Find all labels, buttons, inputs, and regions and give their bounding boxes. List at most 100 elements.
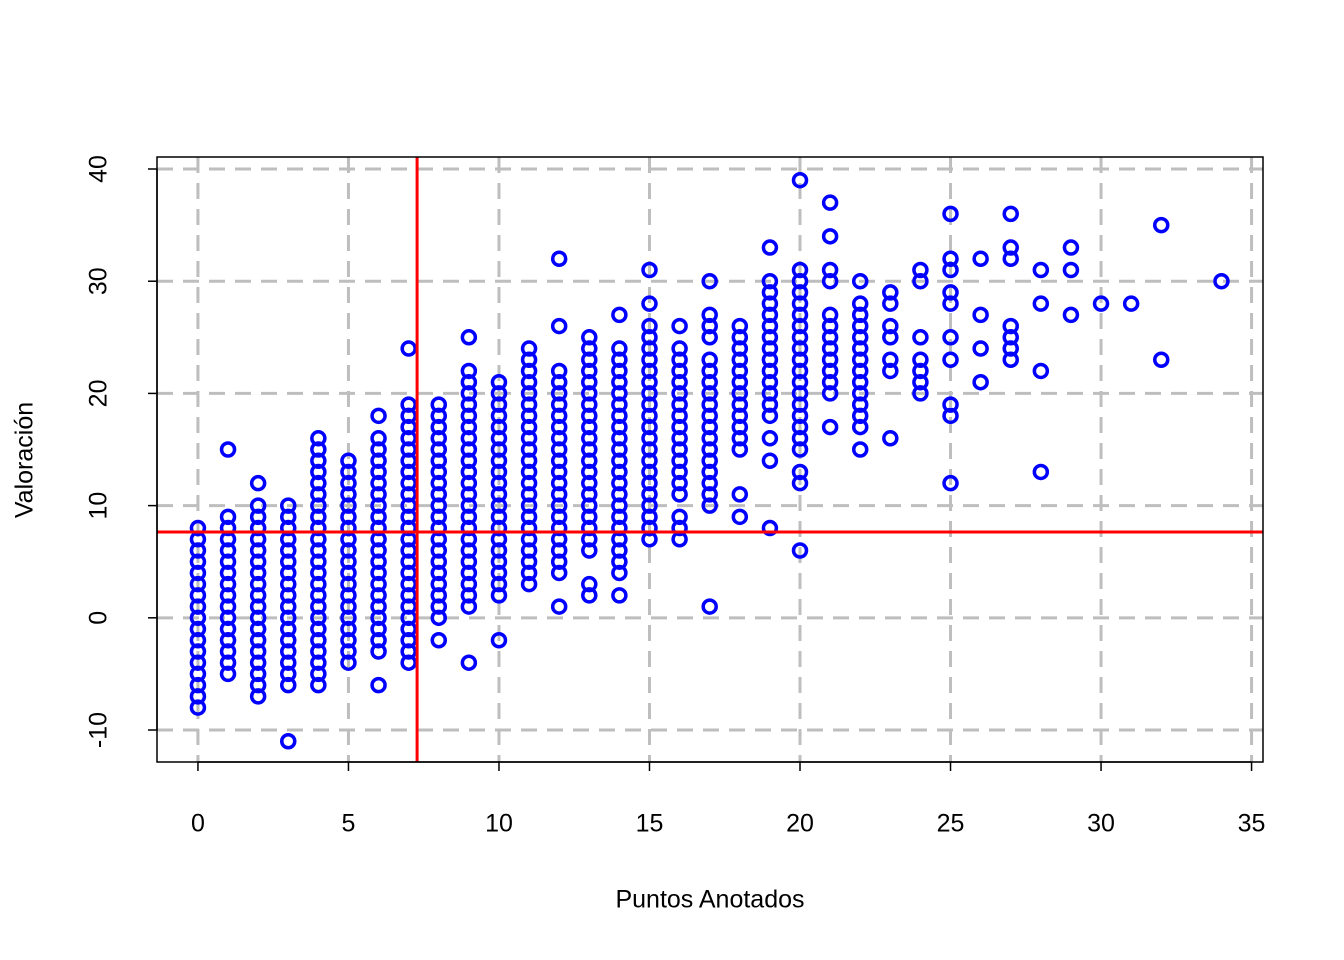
point [400,654,417,671]
point [821,418,839,436]
point [249,620,267,638]
point [701,486,718,503]
point [641,261,658,279]
point [701,497,718,514]
point [310,654,327,671]
point [550,441,568,458]
point [851,340,869,357]
point [340,575,357,593]
point [851,295,869,312]
point [611,553,628,570]
point [340,508,357,526]
point [641,463,658,481]
point [761,452,779,469]
point [310,676,327,694]
point [280,676,297,694]
point [791,306,809,324]
point [791,295,809,312]
point [520,340,538,357]
point [520,486,538,503]
point [611,407,628,425]
point [731,329,749,346]
point [249,676,267,694]
point [249,508,267,526]
point [851,351,869,369]
point [370,632,387,649]
point [219,620,237,638]
point [430,430,448,447]
point [249,553,267,570]
point [340,609,357,627]
point [791,340,809,357]
point [490,486,508,503]
point [581,519,598,537]
point [942,250,959,268]
point [701,407,718,425]
x-axis-label: Puntos Anotados [615,886,804,914]
point [370,463,387,481]
point [761,295,779,312]
point [400,508,417,526]
point [430,542,448,559]
point [400,418,417,436]
point [460,362,478,380]
point [370,676,387,694]
point [791,329,809,346]
point [280,564,297,582]
point [370,407,387,425]
point [430,497,448,514]
point [611,340,628,357]
point [671,430,688,447]
point [882,362,899,380]
y-tick-label: 40 [85,155,113,183]
point [641,508,658,526]
point [791,474,809,492]
point [520,508,538,526]
point [550,497,568,514]
point [340,564,357,582]
point [731,407,749,425]
point [370,542,387,559]
point [249,542,267,559]
point [611,497,628,514]
point [1002,351,1019,369]
point [370,587,387,604]
point [1062,306,1080,324]
point [821,261,839,279]
point [701,351,718,369]
point [400,497,417,514]
point [310,575,327,593]
point [550,385,568,402]
point [882,295,899,312]
point [731,362,749,380]
point [821,373,839,391]
point [581,430,598,447]
point [189,519,207,537]
point [219,542,237,559]
point [791,407,809,425]
point [761,306,779,324]
point [430,575,448,593]
point [821,272,839,290]
point [310,452,327,469]
point [972,306,989,324]
point [701,396,718,413]
point [761,272,779,290]
point [430,587,448,604]
point [189,699,207,716]
point [912,362,929,380]
point [641,452,658,469]
x-tick-label: 10 [485,810,513,838]
point [400,564,417,582]
point [189,643,207,660]
point [611,351,628,369]
point [249,474,267,492]
point [400,396,417,413]
point [310,463,327,481]
point [1002,250,1019,268]
point [761,239,779,256]
point [791,385,809,402]
point [641,497,658,514]
point [249,632,267,649]
point [370,609,387,627]
